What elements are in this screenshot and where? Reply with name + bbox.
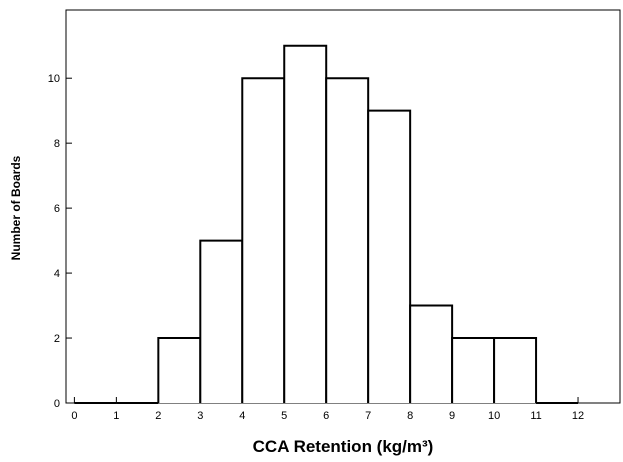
x-tick-label: 2 xyxy=(155,410,161,422)
y-tick-label: 6 xyxy=(54,203,60,215)
y-tick-label: 4 xyxy=(54,268,60,280)
y-tick-label: 8 xyxy=(54,138,60,150)
x-tick-label: 12 xyxy=(572,410,584,422)
histogram-bar xyxy=(157,337,202,403)
histogram-bar xyxy=(241,77,286,403)
histogram-bar xyxy=(325,77,370,403)
x-tick-label: 4 xyxy=(239,410,245,422)
x-tick-label: 9 xyxy=(449,410,455,422)
histogram-bar xyxy=(367,109,412,403)
x-axis-title: CCA Retention (kg/m³) xyxy=(253,437,434,456)
x-tick-label: 7 xyxy=(365,410,371,422)
x-tick-label: 8 xyxy=(407,410,413,422)
x-tick-label: 6 xyxy=(323,410,329,422)
x-tick-label: 3 xyxy=(197,410,203,422)
histogram-bar xyxy=(199,239,244,403)
x-tick-label: 0 xyxy=(71,410,77,422)
x-tick-label: 11 xyxy=(530,410,541,422)
y-tick-label: 10 xyxy=(48,73,60,85)
histogram-bar xyxy=(283,44,328,403)
histogram-bar xyxy=(493,337,538,403)
y-tick-label: 2 xyxy=(54,333,60,345)
histogram-bar xyxy=(451,337,496,403)
x-tick-label: 5 xyxy=(281,410,287,422)
y-tick-label: 0 xyxy=(54,398,60,410)
y-axis-title: Number of Boards xyxy=(9,155,23,260)
x-tick-label: 10 xyxy=(488,410,500,422)
histogram-bar xyxy=(409,304,454,403)
x-tick-label: 1 xyxy=(113,410,119,422)
